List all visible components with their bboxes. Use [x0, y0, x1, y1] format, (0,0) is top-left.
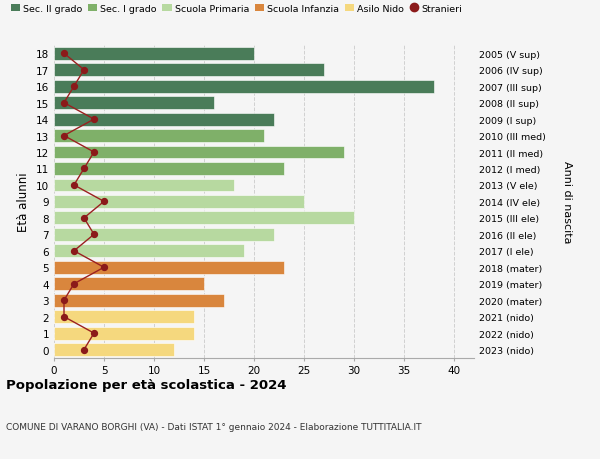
Bar [54, 130, 264, 143]
Bar [54, 146, 344, 159]
Bar [54, 196, 304, 208]
Point [89, 116, 99, 123]
Point [89, 231, 99, 239]
Bar [54, 229, 274, 241]
Text: COMUNE DI VARANO BORGHI (VA) - Dati ISTAT 1° gennaio 2024 - Elaborazione TUTTITA: COMUNE DI VARANO BORGHI (VA) - Dati ISTA… [6, 422, 421, 431]
Bar [54, 113, 274, 126]
Y-axis label: Anni di nascita: Anni di nascita [562, 161, 572, 243]
Bar [54, 48, 254, 61]
Point [79, 67, 89, 74]
Bar [54, 278, 204, 291]
Bar [54, 294, 224, 307]
Legend: Sec. II grado, Sec. I grado, Scuola Primaria, Scuola Infanzia, Asilo Nido, Stran: Sec. II grado, Sec. I grado, Scuola Prim… [11, 5, 463, 14]
Point [89, 330, 99, 337]
Bar [54, 343, 174, 356]
Point [59, 133, 69, 140]
Point [69, 280, 79, 288]
Bar [54, 212, 354, 225]
Point [99, 264, 109, 271]
Bar [54, 64, 324, 77]
Point [69, 247, 79, 255]
Bar [54, 81, 434, 93]
Bar [54, 245, 244, 257]
Bar [54, 327, 194, 340]
Bar [54, 162, 284, 175]
Point [79, 165, 89, 173]
Bar [54, 261, 284, 274]
Point [69, 83, 79, 90]
Point [59, 50, 69, 58]
Point [69, 182, 79, 189]
Point [89, 149, 99, 157]
Point [99, 198, 109, 206]
Point [59, 313, 69, 321]
Point [59, 297, 69, 304]
Y-axis label: Età alunni: Età alunni [17, 172, 31, 232]
Bar [54, 311, 194, 323]
Text: Popolazione per età scolastica - 2024: Popolazione per età scolastica - 2024 [6, 379, 287, 392]
Point [59, 100, 69, 107]
Point [79, 346, 89, 353]
Bar [54, 179, 234, 192]
Bar [54, 97, 214, 110]
Point [79, 215, 89, 222]
